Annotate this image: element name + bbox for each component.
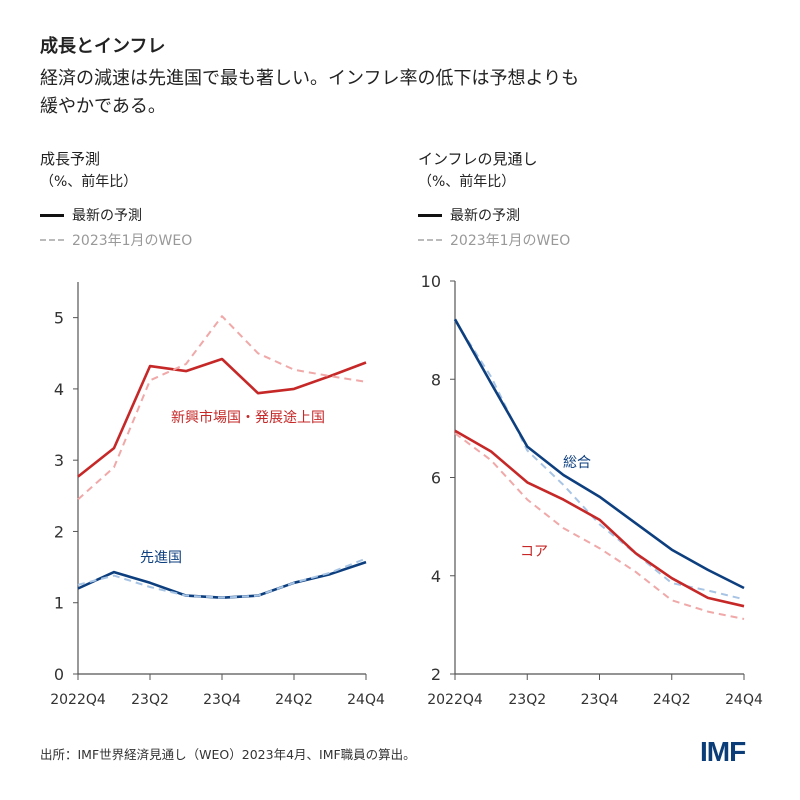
x-tick-label: 23Q2 — [131, 692, 169, 708]
y-tick-label: 4 — [54, 380, 64, 399]
x-tick-label: 24Q4 — [725, 692, 763, 708]
inflation-legend-weo: 2023年1月のWEO — [418, 230, 570, 250]
source-note: 出所：IMF世界経済見通し（WEO）2023年4月、IMF職員の算出。 — [40, 747, 416, 762]
growth-chart-title: 成長予測 — [40, 150, 101, 168]
x-tick-label: 2022Q4 — [427, 692, 483, 708]
series-line-latest-1-3 — [454, 429, 745, 608]
y-tick-label: 1 — [54, 594, 64, 613]
growth-legend-weo: 2023年1月のWEO — [40, 230, 192, 250]
y-tick-label: 6 — [431, 469, 441, 488]
legend-label: 2023年1月のWEO — [450, 233, 571, 249]
legend-label: 最新の予測 — [450, 208, 520, 224]
dashed-line-swatch — [40, 239, 64, 241]
series-label: コア — [520, 544, 548, 560]
dashed-line-swatch — [418, 239, 442, 241]
y-tick-label: 2 — [431, 665, 441, 684]
x-tick-label: 24Q2 — [653, 692, 691, 708]
series-line-weo-1-1 — [454, 432, 745, 620]
inflation-chart-title: インフレの見通し — [418, 150, 538, 168]
series-line-weo-1-0 — [454, 319, 745, 601]
imf-logo: IMF — [700, 736, 746, 767]
series-line-weo-0-3 — [77, 557, 367, 599]
y-tick-label: 10 — [421, 272, 441, 291]
x-tick-label: 23Q4 — [581, 692, 619, 708]
x-tick-label: 24Q2 — [275, 692, 313, 708]
growth-legend-latest: 最新の予測 — [40, 205, 142, 225]
y-tick-label: 4 — [431, 567, 441, 586]
legend-label: 最新の予測 — [72, 208, 142, 224]
series-line-weo-0-1 — [77, 315, 367, 501]
page-title: 成長とインフレ — [40, 36, 166, 57]
inflation-legend-latest: 最新の予測 — [418, 205, 520, 225]
x-tick-label: 24Q4 — [347, 692, 385, 708]
inflation-chart-unit: （%、前年比） — [418, 174, 516, 190]
x-tick-label: 23Q2 — [508, 692, 546, 708]
series-line-latest-0-2 — [77, 560, 367, 600]
growth-chart-unit: （%、前年比） — [40, 174, 138, 190]
subtitle-line-1: 経済の減速は先進国で最も著しい。インフレ率の低下は予想よりも — [40, 68, 580, 89]
subtitle-line-2: 緩やかである。 — [40, 96, 166, 117]
series-label: 総合 — [563, 455, 591, 471]
series-label: 新興市場国・発展途上国 — [171, 409, 325, 426]
x-tick-label: 2022Q4 — [50, 692, 106, 708]
y-tick-label: 2 — [54, 522, 64, 541]
legend-label: 2023年1月のWEO — [72, 233, 193, 249]
series-label: 先進国 — [140, 550, 182, 566]
y-tick-label: 0 — [54, 665, 64, 684]
solid-line-swatch — [40, 213, 64, 217]
y-tick-label: 3 — [54, 451, 64, 470]
y-tick-label: 8 — [431, 370, 441, 389]
solid-line-swatch — [418, 213, 442, 217]
y-tick-label: 5 — [54, 309, 64, 328]
x-tick-label: 23Q4 — [203, 692, 241, 708]
